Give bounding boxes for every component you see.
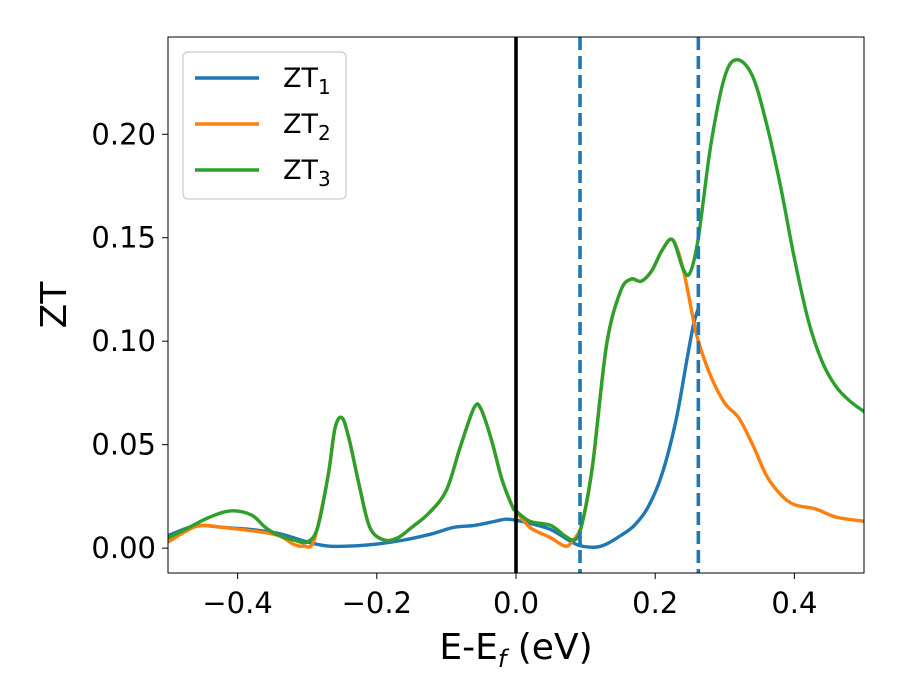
y-tick-label: 0.05 — [91, 428, 156, 462]
y-tick-label: 0.10 — [91, 324, 156, 358]
legend-items: ZT1 ZT2 ZT3 — [195, 63, 331, 191]
legend-label-2: ZT2 — [283, 109, 331, 145]
x-tick-label: 0.0 — [493, 586, 539, 620]
y-tick-label: 0.00 — [91, 531, 156, 565]
x-axis-label-unit: (eV) — [506, 627, 592, 668]
series-line-1 — [168, 306, 701, 549]
axis-ticks-layer: −0.4 −0.2 0.0 0.2 0.4 0.00 0.05 0.10 0.15 0.20 — [91, 117, 817, 620]
legend-label-3: ZT3 — [283, 155, 331, 191]
y-axis-label: ZT — [34, 281, 75, 329]
series-line-3 — [168, 58, 864, 545]
y-tick-label: 0.20 — [91, 117, 156, 151]
x-axis-label-main: E-E — [439, 627, 497, 668]
x-tick-label: 0.2 — [632, 586, 678, 620]
reference-lines-layer — [514, 37, 701, 573]
legend: ZT1 ZT2 ZT3 — [182, 51, 347, 200]
x-axis-label: E-Ef (eV) — [439, 627, 592, 673]
x-tick-label: −0.4 — [202, 586, 272, 620]
legend-box — [182, 51, 347, 200]
legend-label-1: ZT1 — [283, 63, 331, 99]
x-tick-label: −0.2 — [342, 586, 412, 620]
x-tick-label: 0.4 — [771, 586, 817, 620]
y-tick-label: 0.15 — [91, 221, 156, 255]
